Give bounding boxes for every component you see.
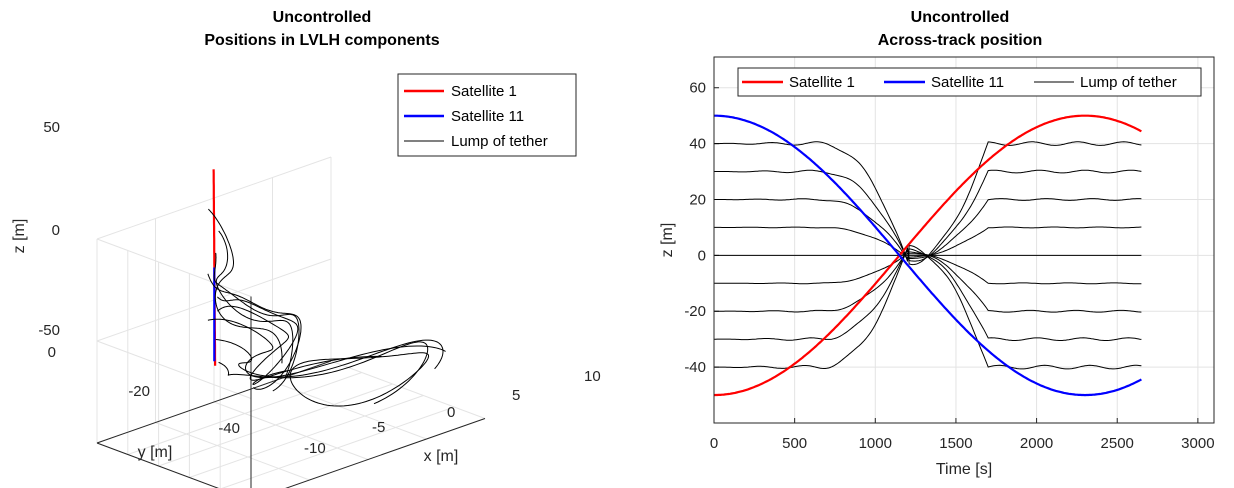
lump-line	[714, 169, 1142, 341]
y-tick-label: -20	[128, 383, 150, 400]
x-tick-label: 0	[447, 404, 455, 421]
lump-line	[208, 208, 283, 364]
chart-2d-title: Uncontrolled	[911, 9, 1010, 26]
y-tick-label: 20	[689, 191, 706, 208]
y-axis-edge	[285, 418, 486, 488]
lump-line	[714, 141, 1142, 369]
chart-3d-subtitle: Positions in LVLH components	[204, 32, 439, 49]
z-tick-label: 0	[52, 222, 60, 239]
y-tick-label: 40	[689, 136, 706, 153]
lump-line	[289, 352, 430, 407]
x-tick-label: 2500	[1101, 435, 1134, 452]
y-tick-label: -40	[684, 359, 706, 376]
lump-line	[207, 318, 446, 379]
x-axis-label: Time [s]	[936, 461, 992, 478]
y-tick-label: 60	[689, 80, 706, 97]
grid-line	[330, 360, 486, 419]
x-tick-label: 1500	[939, 435, 972, 452]
x-tick-label: -10	[304, 440, 326, 457]
y-tick-label: 0	[48, 344, 56, 361]
z-axis-label: z [m]	[11, 219, 28, 254]
legend-label: Satellite 11	[931, 74, 1004, 91]
chart-3d: Uncontrolled Positions in LVLH component…	[11, 9, 601, 488]
grid-line	[96, 238, 252, 297]
x-tick-label: 0	[710, 435, 718, 452]
y-axis	[96, 442, 219, 488]
legend-box	[397, 73, 577, 157]
x-tick-label: 3000	[1181, 435, 1214, 452]
satellite-11-line	[714, 114, 1142, 397]
chart-3d-box	[96, 156, 486, 488]
chart-2d-lines	[713, 114, 1142, 397]
x-tick-label: 2000	[1020, 435, 1053, 452]
z-tick-label: -50	[38, 322, 60, 339]
grid-line	[155, 422, 310, 481]
legend-label: Lump of tether	[451, 133, 548, 150]
chart-2d: Uncontrolled Across-track position 0 500 1…	[659, 9, 1215, 478]
chart-2d-subtitle: Across-track position	[878, 32, 1042, 49]
y-axis-label: y [m]	[138, 444, 173, 461]
chart-3d-axes	[96, 296, 486, 488]
legend-label: Satellite 1	[789, 74, 855, 91]
z-tick-label: 50	[43, 119, 60, 136]
y-axis-label: z [m]	[659, 223, 676, 258]
x-axis	[96, 360, 332, 444]
grid-line	[213, 401, 369, 460]
y-tick-label: -20	[684, 303, 706, 320]
chart-2d-plot-area	[713, 56, 1215, 424]
x-axis-label: x [m]	[424, 448, 459, 465]
x-tick-label: 1000	[859, 435, 892, 452]
grid-line	[272, 381, 427, 440]
legend-label: Lump of tether	[1080, 74, 1177, 91]
legend-label: Satellite 11	[451, 108, 524, 125]
chart-3d-legend: Satellite 1 Satellite 11 Lump of tether	[397, 73, 577, 157]
lump-line	[215, 339, 444, 378]
chart-3d-title: Uncontrolled	[273, 9, 372, 26]
x-tick-label: 10	[584, 368, 601, 385]
y-tick-label: -40	[218, 420, 240, 437]
legend-box	[737, 67, 1202, 97]
chart-2d-legend: Satellite 1 Satellite 11 Lump of tether	[737, 67, 1202, 97]
x-tick-label: -5	[372, 419, 385, 436]
chart-3d-lines	[207, 169, 446, 407]
lump-line	[217, 296, 299, 386]
lump-line	[217, 305, 382, 381]
satellite-1-line	[713, 114, 1142, 397]
chart-2d-ticks: 0 500 1000 1500 2000 2500 3000 60 40 20 0 -20 -40	[684, 80, 1214, 452]
grid-line	[96, 340, 252, 399]
x-tick-label: 500	[782, 435, 807, 452]
legend-label: Satellite 1	[451, 83, 517, 100]
lump-line	[207, 273, 302, 390]
x-tick-label: 5	[512, 387, 520, 404]
y-tick-label: 0	[698, 247, 706, 264]
lump-line	[218, 341, 429, 405]
